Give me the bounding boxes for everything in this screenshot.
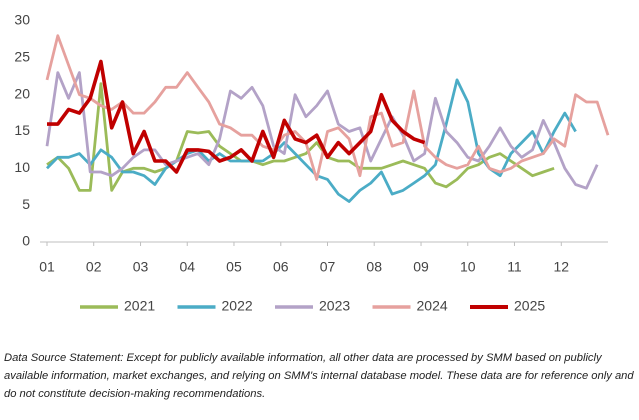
y-tick-label: 0	[22, 233, 30, 249]
x-tick-label: 03	[133, 259, 149, 275]
y-tick-label: 25	[14, 49, 30, 65]
x-tick-label: 02	[86, 259, 102, 275]
y-tick-label: 15	[14, 122, 30, 138]
legend-label: 2021	[124, 298, 155, 314]
legend-label: 2025	[514, 298, 545, 314]
x-tick-label: 06	[273, 259, 289, 275]
legend-label: 2023	[319, 298, 350, 314]
legend-label: 2024	[417, 298, 448, 314]
x-tick-label: 12	[553, 259, 569, 275]
x-tick-label: 09	[413, 259, 429, 275]
x-tick-label: 05	[226, 259, 242, 275]
series-line	[47, 59, 426, 174]
series-line	[45, 71, 599, 190]
data-source-note: Data Source Statement: Except for public…	[4, 352, 634, 400]
x-tick-label: 07	[320, 259, 336, 275]
series-line	[46, 82, 555, 192]
y-tick-label: 30	[14, 12, 30, 28]
series-line	[45, 34, 610, 181]
x-tick-label: 04	[179, 259, 195, 275]
y-tick-label: 10	[14, 159, 30, 175]
x-tick-label: 08	[366, 259, 382, 275]
y-tick-label: 5	[22, 196, 30, 212]
x-tick-label: 01	[39, 259, 55, 275]
y-tick-label: 20	[14, 85, 30, 101]
legend-label: 2022	[222, 298, 253, 314]
x-tick-label: 11	[507, 259, 522, 275]
x-tick-label: 10	[460, 259, 476, 275]
